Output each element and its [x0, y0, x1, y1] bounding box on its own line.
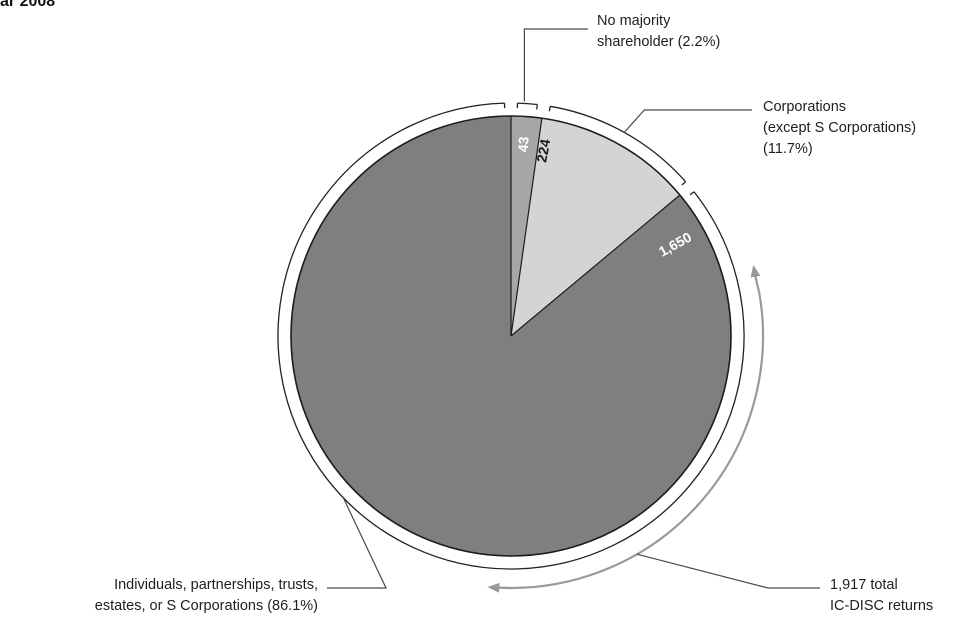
bracket-corporations-path [548, 105, 687, 186]
leader-lines-group [327, 28, 820, 589]
chart-title: ar 2008 [0, 0, 56, 10]
bracket-individuals-path [277, 102, 745, 570]
slice-divider-line [510, 194, 681, 337]
label-total-line: IC-DISC returns [830, 598, 933, 614]
bracket-individuals [277, 102, 745, 570]
label-individuals-line: estates, or S Corporations (86.1%) [95, 598, 318, 614]
label-no-majority-line: No majority [597, 13, 671, 29]
slices-group [290, 115, 732, 557]
outer-ring-group [277, 102, 745, 570]
label-individuals: Individuals, partnerships, trusts, estate… [95, 577, 318, 614]
bracket-no-majority [516, 102, 538, 110]
slice-divider-line [510, 118, 543, 337]
total-arrow-curve [487, 292, 765, 593]
leader-no-majority [523, 28, 588, 102]
total-arrow-group [487, 264, 765, 593]
leader-individuals [327, 497, 387, 589]
leader-corporations [623, 109, 752, 133]
value-label-no-majority: 43 [515, 136, 532, 153]
label-corporations-line: Corporations [763, 99, 846, 115]
value-label-corporations: 224 [533, 138, 553, 164]
label-corporations: Corporations (except S Corporations) (11.7… [763, 99, 916, 157]
bracket-corporations [548, 105, 687, 186]
label-corporations-line: (except S Corporations) [763, 120, 916, 136]
pie-outline [290, 115, 732, 557]
bracket-no-majority-path [516, 102, 538, 110]
leader-total [636, 553, 820, 589]
label-corporations-line: (11.7%) [763, 141, 813, 157]
label-total: 1,917 total IC-DISC returns [830, 577, 933, 614]
label-total-line: 1,917 total [830, 577, 898, 593]
label-no-majority: No majority shareholder (2.2%) [597, 13, 720, 50]
pie-slice-corporations [511, 118, 680, 337]
label-no-majority-line: shareholder (2.2%) [597, 34, 720, 50]
label-individuals-line: Individuals, partnerships, trusts, [114, 577, 318, 593]
total-arrow-head-top [750, 264, 761, 293]
